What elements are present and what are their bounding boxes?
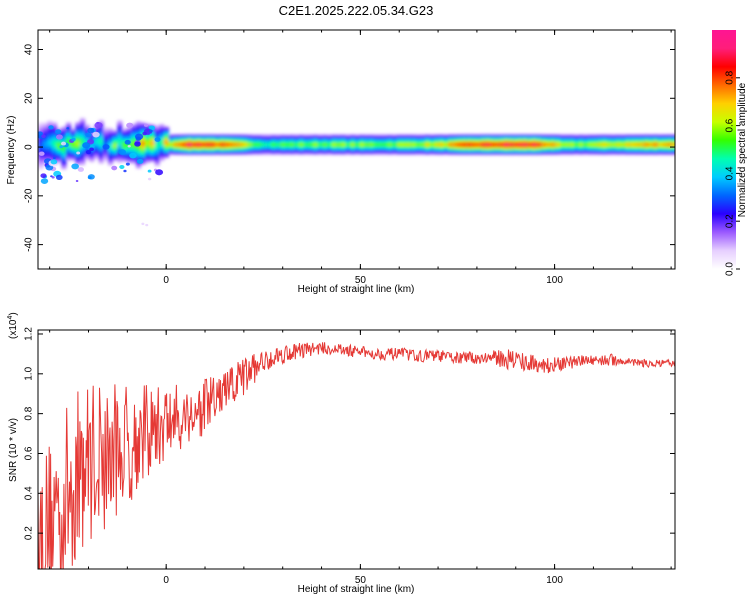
spectrogram-blob: [38, 151, 45, 156]
spectrogram-blob: [136, 158, 144, 164]
colorbar-tick-label: 0.8: [725, 70, 736, 84]
spectrogram-y-axis-label: Frequency (Hz): [6, 116, 17, 185]
spectrogram-blob: [85, 150, 92, 155]
spectrogram-blob: [53, 156, 56, 159]
snr-y-multiplier: (x104): [7, 312, 19, 339]
spectrogram-blob: [125, 162, 130, 166]
spectrogram-blob: [66, 133, 70, 136]
colorbar-tick-label: 0.6: [725, 118, 736, 132]
spectrogram-blob: [48, 125, 54, 130]
spectrogram-blob: [148, 129, 153, 133]
spectrogram-band: [38, 118, 675, 170]
colorbar-label: Normalized spectral amplitude: [737, 82, 748, 217]
spectrogram-blob: [111, 165, 118, 171]
spectrogram-blob: [59, 145, 64, 149]
spectrogram-blob: [71, 163, 79, 170]
snr-y-tick-label: 0.2: [24, 526, 35, 540]
spectrogram-y-ticks: 40 20 0 -20 -40: [24, 44, 675, 252]
snr-y-tick-label: 0.8: [24, 406, 35, 420]
snr-frame: [37, 329, 676, 570]
spectrogram-blob: [75, 179, 79, 182]
spectrogram-blob: [147, 177, 152, 181]
spectrogram-blob: [87, 176, 92, 180]
snr-x-tick-label: 50: [355, 575, 367, 586]
snr-y-ticks: 0.2 0.4 0.6 0.8 1.0 1.2: [24, 327, 675, 540]
spectrogram-blob: [66, 127, 70, 130]
spectrogram-blob: [149, 133, 153, 136]
colorbar-tick-label: 0.4: [725, 166, 736, 180]
spectrogram-blob: [85, 132, 92, 138]
snr-panel: 0 50 100 0.2 0.4 0.6 0.8 1.0 1.2 Height of stra…: [7, 312, 676, 595]
spectrogram-blob: [102, 144, 110, 150]
spectrogram-blob: [89, 147, 94, 152]
spectrogram-y-tick-label: -40: [24, 237, 35, 252]
spectrogram-x-axis-label: Height of straight line (km): [298, 284, 415, 295]
spectrogram-x-tick-label: 50: [355, 275, 367, 286]
spectrogram-heatmap: [38, 118, 675, 227]
spectrogram-blob: [154, 137, 161, 142]
spectrogram-blob: [129, 152, 137, 159]
spectrogram-frame: [37, 29, 676, 270]
spectrogram-blob: [51, 176, 55, 179]
spectrogram-blob: [144, 123, 149, 127]
figure-title: C2E1.2025.222.05.34.G23: [279, 3, 434, 18]
spectrogram-y-tick-label: 40: [24, 44, 35, 56]
spectrogram-blob: [82, 142, 91, 149]
spectrogram-blob: [118, 149, 127, 155]
spectrogram-blob: [147, 169, 152, 173]
snr-x-axis-label: Height of straight line (km): [298, 584, 415, 595]
spectrogram-blob: [134, 133, 144, 140]
snr-y-tick-label: 0.4: [24, 486, 35, 500]
spectrogram-blob: [76, 151, 81, 155]
colorbar-tick-label: 0.2: [725, 214, 736, 228]
spectrogram-x-tick-label: 0: [163, 275, 169, 286]
spectrogram-blob: [50, 159, 58, 165]
spectrogram-x-ticks: 0 50 100: [49, 30, 672, 286]
spectrogram-blob: [123, 169, 127, 173]
spectrogram-blob: [155, 169, 164, 176]
spectrogram-blob: [61, 141, 67, 146]
spectrogram-blob: [94, 122, 103, 129]
snr-y-axis-label: SNR (10 * v/v): [8, 418, 19, 482]
spectrogram-blob: [40, 173, 47, 179]
spectrogram-y-tick-label: -20: [24, 188, 35, 203]
spectrogram-blob: [56, 134, 63, 140]
colorbar-ticks: 0.0 0.2 0.4 0.6 0.8: [725, 70, 740, 276]
spectrogram-blob: [55, 129, 62, 135]
spectrogram-blob: [38, 131, 43, 136]
spectrogram-y-tick-label: 20: [24, 92, 35, 104]
spectrogram-blob: [124, 139, 131, 145]
spectrogram-blob: [127, 145, 131, 148]
spectrogram-blob: [77, 167, 84, 172]
snr-x-ticks: 0 50 100: [49, 330, 672, 586]
spectrogram-blob: [40, 178, 49, 184]
snr-y-tick-label: 0.6: [24, 446, 35, 460]
colorbar-gradient: [712, 30, 736, 269]
snr-x-tick-label: 0: [163, 575, 169, 586]
spectrogram-blob: [145, 223, 149, 227]
spectrogram-blob: [87, 127, 95, 134]
colorbar: 0.0 0.2 0.4 0.6 0.8 Normalized spectral ampl…: [712, 30, 748, 276]
colorbar-tick-label: 0.0: [725, 262, 736, 276]
snr-y-tick-label: 1.0: [24, 366, 35, 380]
spectrogram-blob: [41, 134, 46, 138]
spectrogram-blob: [92, 131, 100, 138]
spectrogram-x-tick-label: 100: [546, 275, 563, 286]
spectrogram-blob: [141, 222, 145, 226]
spectrogram-blob: [71, 137, 76, 142]
spectrogram-blob: [126, 122, 134, 129]
spectrogram-blob: [55, 174, 63, 180]
snr-x-tick-label: 100: [546, 575, 563, 586]
snr-y-tick-label: 1.2: [24, 327, 35, 341]
spectrogram-panel: 0 50 100 40 20 0 -20 -40 Height of straight li…: [6, 29, 676, 295]
spectrogram-blob: [142, 131, 147, 136]
snr-series-line: [38, 342, 675, 569]
spectrogram-y-tick-label: 0: [24, 144, 35, 150]
spectrogram-blob: [119, 164, 125, 169]
snr-plot-area: [38, 330, 675, 569]
spectrogram-blob: [134, 141, 141, 147]
